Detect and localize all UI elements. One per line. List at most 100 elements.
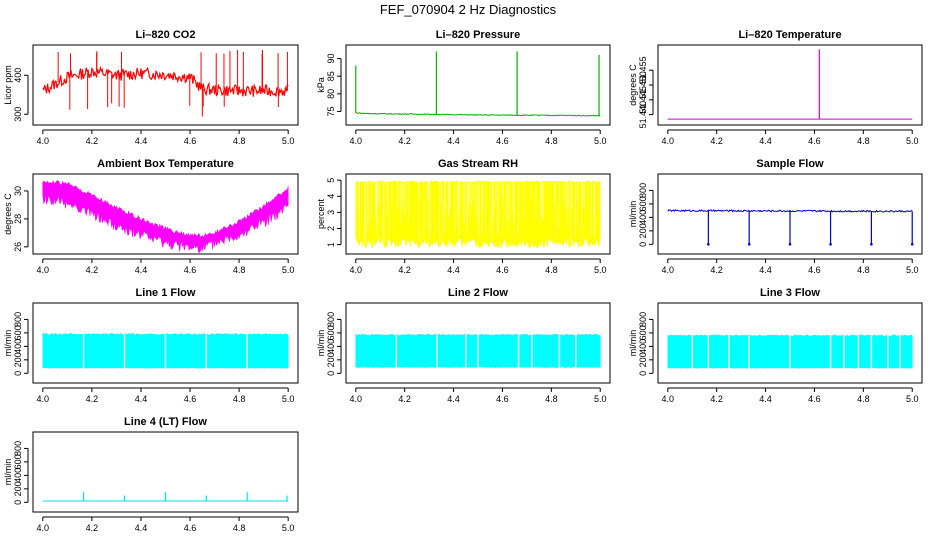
- line1-y-tick-label: 600: [13, 325, 23, 340]
- temperature-frame: [657, 44, 923, 126]
- line1-x-tick-label: 4.8: [233, 394, 246, 404]
- line3-x-tick-label: 4.2: [710, 394, 723, 404]
- temperature-x-tick-label: 4.6: [808, 136, 821, 146]
- line4-title: Line 4 (LT) Flow: [124, 416, 207, 428]
- line4-y-tick-label: 0: [13, 500, 23, 505]
- pressure-x-tick-label: 4.2: [398, 136, 411, 146]
- line3-y-tick-label: 400: [638, 339, 648, 354]
- pressure-title: Li–820 Pressure: [436, 29, 520, 41]
- sample-x-tick-label: 4.2: [710, 265, 723, 275]
- line1-x-tick-label: 4.0: [37, 394, 50, 404]
- pressure-x-tick-label: 4.0: [350, 136, 363, 146]
- panel-line2: Line 2 Flow 4.0 4.2 4.4 4.6 4.8 5.0 0 2004006008…: [316, 287, 611, 404]
- co2-x-tick-label: 4.4: [135, 136, 148, 146]
- ambient-series: [42, 180, 289, 253]
- line3-x-tick-label: 5.0: [906, 394, 919, 404]
- line4-frame: [32, 431, 299, 513]
- sample-x-tick-label: 4.8: [857, 265, 870, 275]
- panel-sample: Sample Flow 4.0 4.2 4.4 4.6 4.8 5.0 0 2004006008…: [628, 158, 923, 275]
- line2-x-tick-label: 5.0: [594, 394, 607, 404]
- line2-y-label: ml/min: [316, 330, 326, 357]
- line2-y-tick-label: 600: [326, 325, 336, 340]
- line3-x-tick-label: 4.6: [808, 394, 821, 404]
- temperature-x-tick-label: 4.4: [759, 136, 772, 146]
- rh-series: [355, 180, 601, 249]
- line4-x-tick-label: 4.6: [184, 523, 197, 533]
- temperature-title: Li–820 Temperature: [738, 29, 841, 41]
- rh-y-tick-label: 4: [326, 194, 336, 199]
- sample-y-label: ml/min: [628, 201, 638, 228]
- panel-ambient: Ambient Box Temperature 4.0 4.2 4.4 4.6 4.8 5.…: [3, 158, 299, 275]
- line2-series: [355, 332, 601, 370]
- rh-title: Gas Stream RH: [438, 158, 518, 170]
- line4-y-tick-label: 400: [13, 468, 23, 483]
- ambient-y-tick-label: 26: [13, 242, 23, 252]
- sample-x-tick-label: 4.0: [662, 265, 675, 275]
- line1-x-tick-label: 4.6: [184, 394, 197, 404]
- ambient-title: Ambient Box Temperature: [97, 158, 234, 170]
- ambient-x-tick-label: 5.0: [282, 265, 295, 275]
- temperature-y-tick-label: 51.450: [638, 71, 648, 99]
- sample-x-tick-label: 5.0: [906, 265, 919, 275]
- sample-dip-point: [788, 243, 792, 246]
- line1-y-tick-label: 200: [13, 352, 23, 367]
- line4-y-tick-label: 600: [13, 454, 23, 469]
- panel-line1: Line 1 Flow 4.0 4.2 4.4 4.6 4.8 5.0 0 2004006008…: [3, 287, 299, 404]
- sample-y-tick-label: 400: [638, 210, 648, 225]
- line4-x-tick-label: 4.2: [86, 523, 99, 533]
- line4-x-tick-label: 4.4: [135, 523, 148, 533]
- line3-y-tick-label: 600: [638, 325, 648, 340]
- line1-y-tick-label: 800: [13, 312, 23, 327]
- line1-title: Line 1 Flow: [136, 287, 196, 299]
- line2-x-tick-label: 4.0: [350, 394, 363, 404]
- ambient-band: [42, 180, 289, 253]
- line3-series: [667, 333, 913, 370]
- sample-title: Sample Flow: [756, 158, 824, 170]
- ambient-x-tick-label: 4.2: [86, 265, 99, 275]
- rh-y-tick-label: 5: [326, 178, 336, 183]
- pressure-series: [355, 51, 601, 117]
- ambient-y-label: degrees C: [3, 193, 13, 235]
- pressure-line: [355, 112, 601, 117]
- line3-frame: [657, 302, 923, 384]
- sample-y-tick-label: 600: [638, 196, 648, 211]
- panel-pressure: Li–820 Pressure 4.0 4.2 4.4 4.6 4.8 5.0 75 80 85 9…: [316, 29, 611, 146]
- co2-x-tick-label: 4.8: [233, 136, 246, 146]
- temperature-y-tick-label: 51.455: [638, 56, 648, 84]
- temperature-y-tick-label: 51.440: [638, 101, 648, 129]
- sample-x-tick-label: 4.6: [808, 265, 821, 275]
- temperature-x-tick-label: 5.0: [906, 136, 919, 146]
- rh-y-label: percent: [316, 198, 326, 229]
- rh-y-tick-label: 2: [326, 226, 336, 231]
- line2-title: Line 2 Flow: [448, 287, 508, 299]
- rh-x-tick-label: 4.2: [398, 265, 411, 275]
- temperature-series: [667, 49, 913, 120]
- line4-y-tick-label: 800: [13, 441, 23, 456]
- line1-x-tick-label: 4.4: [135, 394, 148, 404]
- pressure-x-tick-label: 4.4: [447, 136, 460, 146]
- panel-temperature: Li–820 Temperature 4.0 4.2 4.4 4.6 4.8 5.0 51.4…: [628, 29, 923, 146]
- pressure-y-tick-label: 80: [326, 89, 336, 99]
- rh-y-tick-label: 3: [326, 210, 336, 215]
- pressure-x-tick-label: 4.8: [545, 136, 558, 146]
- panel-line3: Line 3 Flow 4.0 4.2 4.4 4.6 4.8 5.0 0 2004006008…: [628, 287, 923, 404]
- co2-x-tick-label: 5.0: [282, 136, 295, 146]
- co2-line: [42, 65, 289, 97]
- panel-rh: Gas Stream RH 4.0 4.2 4.4 4.6 4.8 5.0 1 2 3 4 5 perc…: [316, 158, 611, 275]
- line3-x-tick-label: 4.8: [857, 394, 870, 404]
- line3-x-tick-label: 4.4: [759, 394, 772, 404]
- rh-y-tick-label: 1: [326, 242, 336, 247]
- line2-x-tick-label: 4.6: [496, 394, 509, 404]
- pressure-y-tick-label: 90: [326, 54, 336, 64]
- sample-y-tick-label: 200: [638, 223, 648, 238]
- line1-series: [42, 332, 289, 370]
- co2-x-tick-label: 4.0: [37, 136, 50, 146]
- sample-y-tick-label: 800: [638, 183, 648, 198]
- line1-y-label: ml/min: [3, 330, 13, 357]
- line4-x-tick-label: 4.8: [233, 523, 246, 533]
- sample-dip-point: [910, 243, 914, 246]
- sample-dip-point: [870, 243, 873, 246]
- line2-y-tick-label: 200: [326, 352, 336, 367]
- co2-x-tick-label: 4.6: [184, 136, 197, 146]
- line4-x-tick-label: 4.0: [37, 523, 50, 533]
